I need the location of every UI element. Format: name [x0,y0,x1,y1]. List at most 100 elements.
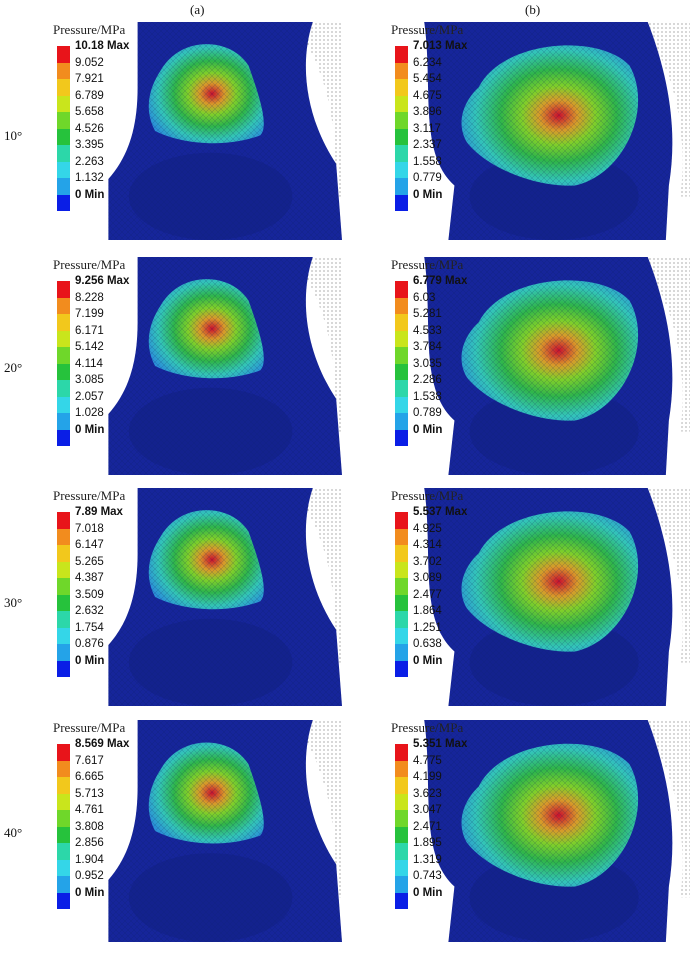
contour-plot [50,720,342,942]
legend-value: 5.454 [413,73,442,85]
legend-swatch [395,528,408,545]
legend-swatch [57,281,70,298]
legend-swatch [395,793,408,810]
legend-swatch [395,314,408,331]
legend-swatch [57,528,70,545]
legend-value: 4.775 [413,754,442,767]
legend-value: 5.281 [413,308,442,320]
legend-swatch [57,95,70,112]
legend-value: 6.665 [75,771,104,783]
legend-max-value: 7.013 Max [413,40,468,52]
pressure-panel-b-40: Pressure/MPa 5.351 Max 4.775 4.199 3.623 3.04… [388,720,690,942]
pressure-panel-a-10: Pressure/MPa 10.18 Max 9.052 7.921 6.789 5.65… [50,22,342,240]
legend-swatch [57,826,70,843]
legend-value: 2.263 [75,155,104,168]
legend-value: 3.047 [413,804,442,816]
legend-swatch [57,62,70,79]
legend-swatch [57,380,70,397]
legend-swatch [395,62,408,79]
legend-swatch [57,112,70,129]
row-label-20: 20° [4,360,23,375]
contour-plot [388,257,690,475]
legend-max-value: 10.18 Max [75,40,130,52]
legend-swatch [395,330,408,347]
legend-swatch [57,810,70,827]
legend-value: 1.864 [413,605,442,617]
legend-swatch [57,161,70,178]
legend-min-value: 0 Min [413,423,443,436]
legend-value: 7.018 [75,522,104,535]
legend-swatch [395,826,408,843]
legend-swatch [395,578,408,595]
legend-value: 3.085 [75,374,104,386]
legend-swatch [395,429,408,446]
legend-value: 3.395 [75,139,104,151]
legend-value: 8.228 [75,291,104,304]
legend-title: Pressure/MPa [391,720,464,735]
legend-value: 2.632 [75,605,104,617]
legend-value: 5.713 [75,787,104,800]
legend-value: 5.658 [75,106,104,118]
legend-swatch [395,611,408,628]
legend-value: 3.784 [413,341,442,353]
legend-swatch [57,178,70,195]
legend-value: 2.337 [413,139,442,151]
legend-min-value: 0 Min [413,188,443,201]
legend-title: Pressure/MPa [391,22,464,37]
legend-swatch [395,297,408,314]
legend-swatch [395,892,408,909]
legend-swatch [57,627,70,644]
pressure-panel-a-30: Pressure/MPa 7.89 Max 7.018 6.147 5.265 4.387… [50,488,342,706]
legend-swatch [57,644,70,661]
legend-value: 6.171 [75,324,104,337]
legend-min-value: 0 Min [75,423,105,436]
legend-value: 1.754 [75,621,104,634]
legend-swatch [57,363,70,380]
legend-min-value: 0 Min [75,886,105,899]
legend-value: 1.904 [75,853,104,866]
legend-swatch [395,876,408,893]
legend-swatch [57,314,70,331]
legend-value: 4.114 [75,357,103,370]
contour-plot [388,22,690,240]
legend-min-value: 0 Min [75,654,105,667]
contour-plot [388,720,690,942]
legend-swatch [395,112,408,129]
legend-value: 4.199 [413,771,442,783]
legend-title: Pressure/MPa [391,257,464,272]
legend-swatch [395,363,408,380]
legend-value: 2.856 [75,837,104,849]
legend-value: 5.265 [75,555,104,568]
legend-swatch [395,810,408,827]
legend-value: 2.471 [413,820,442,833]
legend-value: 3.702 [413,555,442,568]
legend-value: 7.617 [75,754,104,767]
legend-swatch [395,644,408,661]
legend-swatch [395,512,408,529]
pressure-panel-a-40: Pressure/MPa 8.569 Max 7.617 6.665 5.713 4.76… [50,720,342,942]
legend-swatch [57,46,70,63]
legend-swatch [57,128,70,145]
legend-value: 0.952 [75,870,104,882]
legend-swatch [395,79,408,96]
legend-swatch [57,578,70,595]
legend-value: 3.117 [413,122,441,135]
legend-swatch [57,512,70,529]
legend-value: 2.477 [413,588,442,601]
pressure-panel-b-10: Pressure/MPa 7.013 Max 6.234 5.454 4.675 3.89… [388,22,690,240]
legend-swatch [395,627,408,644]
legend-swatch [395,128,408,145]
legend-swatch [57,843,70,860]
legend-value: 4.761 [75,804,104,816]
legend-value: 0.779 [413,172,442,184]
legend-swatch [57,594,70,611]
legend-value: 1.319 [413,853,442,866]
legend-value: 7.199 [75,308,104,320]
legend-value: 3.623 [413,787,442,800]
legend-value: 1.132 [75,172,104,184]
legend-swatch [57,413,70,430]
legend-swatch [395,281,408,298]
contour-plot [50,488,342,706]
legend-swatch [395,95,408,112]
legend-value: 3.509 [75,588,104,601]
